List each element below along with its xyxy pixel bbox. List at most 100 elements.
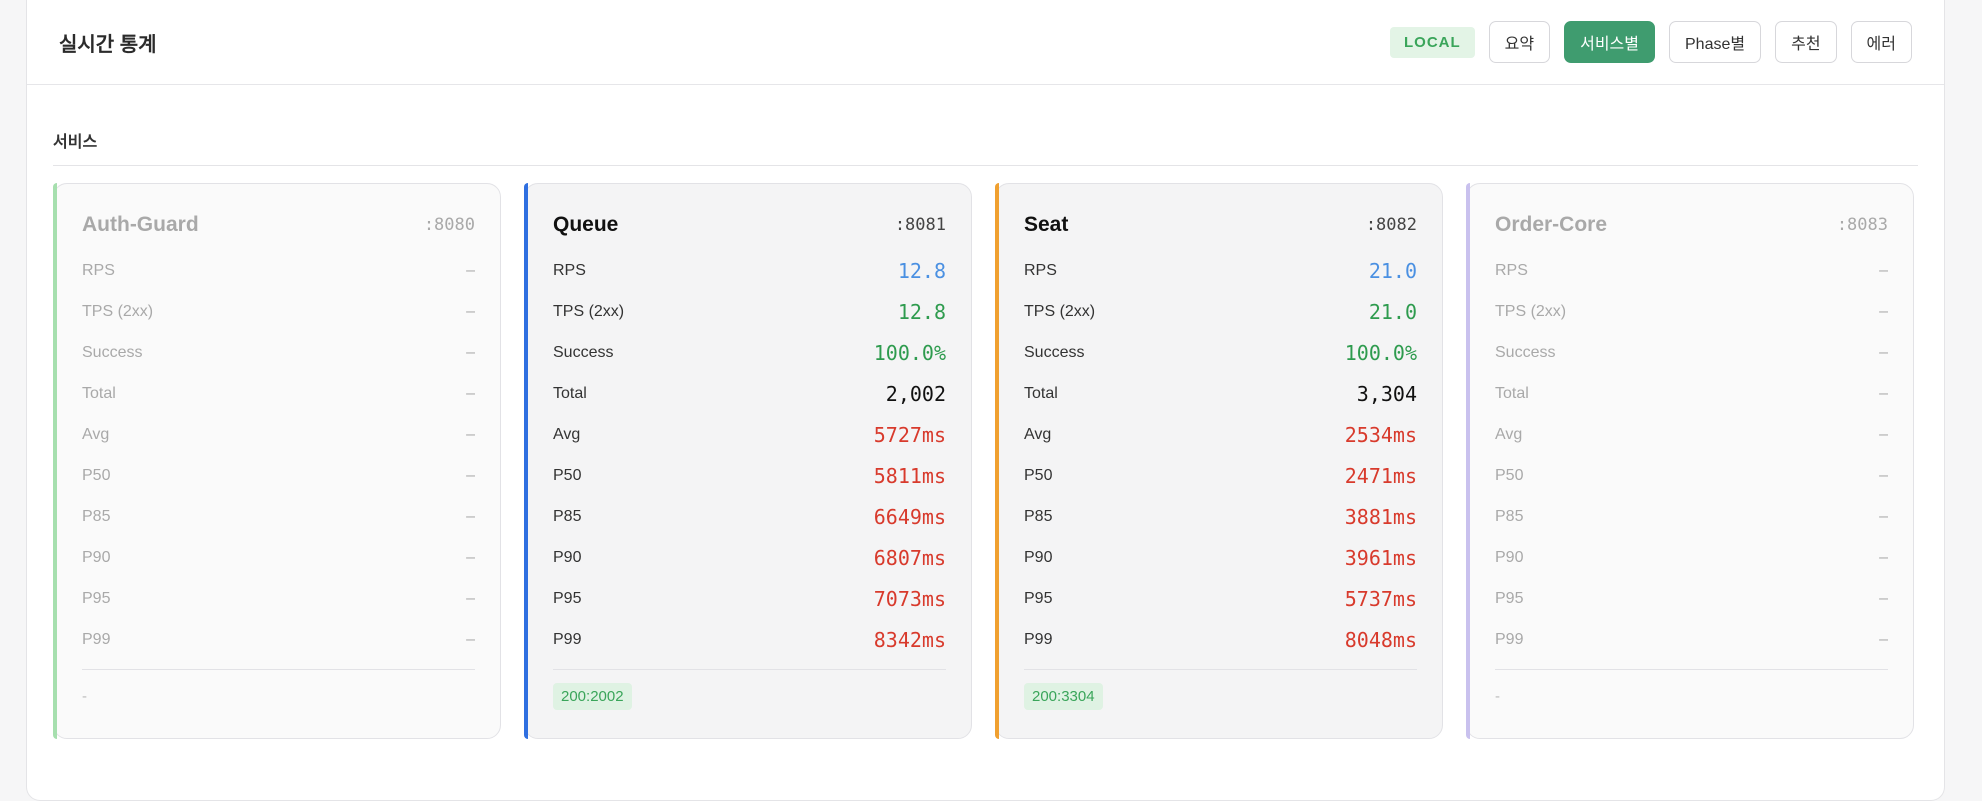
- metric-label: P50: [82, 466, 111, 484]
- metric-value: 5727ms: [873, 422, 946, 447]
- metric-label: Success: [553, 343, 614, 361]
- metric-value: –: [466, 589, 475, 607]
- metric-value: 2471ms: [1344, 463, 1417, 488]
- card-divider: [1495, 669, 1888, 670]
- metric-row-avg: Avg 2534ms: [1024, 414, 1417, 455]
- metric-value: 12.8: [897, 258, 946, 283]
- metric-value: 5737ms: [1344, 586, 1417, 611]
- metric-row-p90: P90 3961ms: [1024, 537, 1417, 578]
- metric-value: 2,002: [885, 381, 946, 406]
- tab-by-phase[interactable]: Phase별: [1669, 21, 1762, 63]
- metric-label: P90: [82, 548, 111, 566]
- metric-value: 21.0: [1368, 258, 1417, 283]
- card-footer: 200:3304: [1024, 683, 1417, 710]
- metric-label: Total: [553, 384, 587, 402]
- metric-value: 6807ms: [873, 545, 946, 570]
- card-footer: -: [82, 683, 475, 710]
- card-footer: -: [1495, 683, 1888, 710]
- metric-value: 2534ms: [1344, 422, 1417, 447]
- metric-row-p50: P50 5811ms: [553, 455, 946, 496]
- tab-summary[interactable]: 요약: [1488, 21, 1551, 63]
- card-header: Queue:8081: [553, 210, 946, 240]
- metric-row-rps: RPS –: [1495, 250, 1888, 291]
- tab-recommend[interactable]: 추천: [1775, 21, 1837, 63]
- metric-value: 100.0%: [1344, 340, 1417, 365]
- metric-value: –: [1879, 343, 1888, 361]
- metric-value: –: [466, 466, 475, 484]
- metric-value: –: [1879, 507, 1888, 525]
- metric-label: Success: [1495, 343, 1556, 361]
- metric-label: P95: [82, 589, 111, 607]
- metric-row-p85: P85 –: [1495, 496, 1888, 537]
- metric-value: –: [466, 261, 475, 279]
- card-header: Auth-Guard:8080: [82, 210, 475, 240]
- metric-label: P99: [82, 630, 111, 648]
- metric-value: –: [1879, 630, 1888, 648]
- header-controls: LOCAL 요약 서비스별 Phase별 추천 에러: [1389, 21, 1912, 63]
- metric-label: TPS (2xx): [1024, 302, 1096, 320]
- metric-value: 6649ms: [873, 504, 946, 529]
- metric-label: P85: [1024, 507, 1053, 525]
- metric-value: –: [466, 548, 475, 566]
- metric-label: TPS (2xx): [1495, 302, 1567, 320]
- metric-label: RPS: [553, 261, 586, 279]
- metric-label: Avg: [82, 425, 110, 443]
- metric-label: RPS: [1024, 261, 1057, 279]
- metric-label: TPS (2xx): [82, 302, 154, 320]
- service-name: Order-Core: [1495, 213, 1608, 236]
- metric-label: P50: [553, 466, 582, 484]
- metric-row-success: Success –: [82, 332, 475, 373]
- service-name: Seat: [1024, 213, 1069, 236]
- metric-value: 3961ms: [1344, 545, 1417, 570]
- service-port: :8083: [1836, 215, 1888, 235]
- metric-label: TPS (2xx): [553, 302, 625, 320]
- page-title: 실시간 통계: [59, 33, 157, 56]
- metric-label: Success: [82, 343, 143, 361]
- metric-label: P85: [1495, 507, 1524, 525]
- tab-by-service[interactable]: 서비스별: [1564, 21, 1655, 63]
- metric-row-tps: TPS (2xx) 12.8: [553, 291, 946, 332]
- service-port: :8081: [894, 215, 946, 235]
- metric-value: –: [466, 507, 475, 525]
- metric-label: RPS: [1495, 261, 1528, 279]
- metric-value: –: [1879, 261, 1888, 279]
- metric-row-p99: P99 8342ms: [553, 619, 946, 660]
- card-divider: [1024, 669, 1417, 670]
- service-port: :8082: [1365, 215, 1417, 235]
- metric-value: 7073ms: [873, 586, 946, 611]
- metric-row-p85: P85 –: [82, 496, 475, 537]
- metric-row-rps: RPS 21.0: [1024, 250, 1417, 291]
- metric-row-avg: Avg –: [1495, 414, 1888, 455]
- metric-row-p99: P99 –: [82, 619, 475, 660]
- metric-value: –: [466, 630, 475, 648]
- metric-row-p99: P99 8048ms: [1024, 619, 1417, 660]
- status-code-badge: -: [82, 688, 87, 705]
- metric-row-success: Success 100.0%: [1024, 332, 1417, 373]
- card-footer: 200:2002: [553, 683, 946, 710]
- metric-row-total: Total 3,304: [1024, 373, 1417, 414]
- metric-value: –: [1879, 302, 1888, 320]
- metric-value: 12.8: [897, 299, 946, 324]
- service-card-order-core: Order-Core :8083 RPS – TPS (2xx) – Success – Tot…: [1466, 183, 1914, 739]
- metric-value: 8048ms: [1344, 627, 1417, 652]
- metric-label: P85: [82, 507, 111, 525]
- metric-row-tps: TPS (2xx) –: [82, 291, 475, 332]
- metric-value: –: [466, 384, 475, 402]
- env-badge: LOCAL: [1389, 26, 1475, 58]
- metric-row-p90: P90 –: [82, 537, 475, 578]
- metric-row-success: Success –: [1495, 332, 1888, 373]
- metric-value: –: [1879, 466, 1888, 484]
- metric-label: Total: [1495, 384, 1529, 402]
- section-label: 서비스: [53, 134, 98, 151]
- panel-header: 실시간 통계 LOCAL 요약 서비스별 Phase별 추천 에러: [27, 0, 1944, 85]
- metric-label: P95: [553, 589, 582, 607]
- service-port: :8080: [423, 215, 475, 235]
- metric-row-p95: P95 –: [82, 578, 475, 619]
- metric-value: 8342ms: [873, 627, 946, 652]
- tab-errors[interactable]: 에러: [1850, 21, 1912, 63]
- metric-label: P95: [1024, 589, 1053, 607]
- metric-row-p50: P50 2471ms: [1024, 455, 1417, 496]
- metric-label: P90: [553, 548, 582, 566]
- metric-label: P50: [1495, 466, 1524, 484]
- metric-value: –: [466, 425, 475, 443]
